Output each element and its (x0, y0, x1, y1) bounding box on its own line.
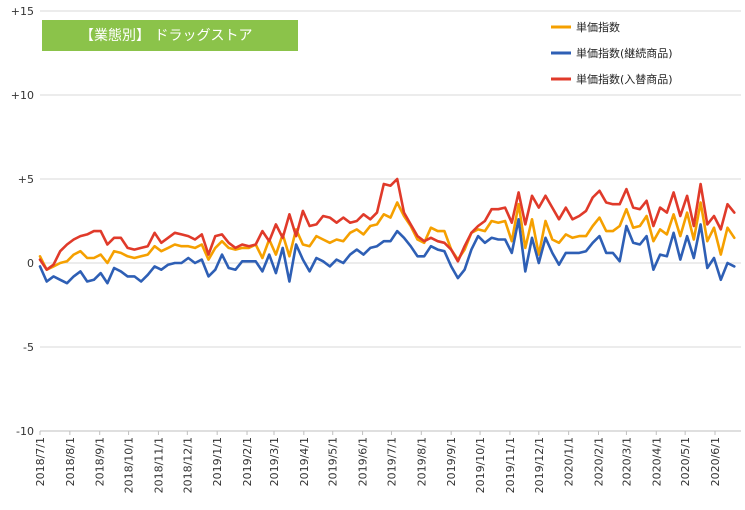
x-tick-label: 2019/9/1 (445, 437, 458, 486)
chart-title: 【業態別】 ドラッグストア (42, 20, 298, 51)
y-tick-label: +15 (11, 5, 34, 18)
x-tick-label: 2019/8/1 (415, 437, 428, 486)
x-tick-label: 2020/5/1 (679, 437, 692, 486)
legend-item-series-0: 単価指数 (551, 20, 620, 34)
x-axis-ticks: 2018/7/1 2018/8/1 2018/9/1 2018/10/1 2018/11… (34, 431, 722, 493)
x-tick-label: 2019/11/1 (504, 437, 517, 493)
y-tick-label: 0 (27, 257, 34, 270)
x-tick-label: 2018/12/1 (181, 437, 194, 493)
x-tick-label: 2018/11/1 (152, 437, 165, 493)
legend: 単価指数 単価指数(継続商品) 単価指数(入替商品) (551, 20, 673, 86)
x-tick-label: 2020/6/1 (709, 437, 722, 486)
y-axis-ticks: +15 +10 +5 0 -5 -10 (11, 5, 34, 438)
x-tick-label: 2019/3/1 (268, 437, 281, 486)
x-tick-label: 2018/7/1 (34, 437, 47, 486)
y-tick-label: +5 (18, 173, 34, 186)
series-line-2 (38, 177, 736, 272)
x-tick-label: 2019/4/1 (298, 437, 311, 486)
x-tick-label: 2019/10/1 (474, 437, 487, 493)
y-tick-label: +10 (11, 89, 34, 102)
series-line-0 (38, 201, 736, 272)
gridlines (40, 10, 741, 432)
x-tick-label: 2018/10/1 (123, 437, 136, 493)
legend-item-series-2: 単価指数(入替商品) (551, 72, 673, 86)
chart-title-box (42, 20, 298, 51)
x-tick-label: 2020/4/1 (650, 437, 663, 486)
x-tick-label: 2019/7/1 (385, 437, 398, 486)
x-tick-label: 2019/2/1 (241, 437, 254, 486)
legend-item-series-1: 単価指数(継続商品) (551, 46, 673, 60)
y-tick-label: -5 (23, 341, 34, 354)
x-tick-label: 2018/8/1 (64, 437, 77, 486)
x-tick-label: 2020/2/1 (592, 437, 605, 486)
chart-title-text: 【業態別】 ドラッグストア (80, 28, 252, 44)
y-tick-label: -10 (16, 425, 34, 438)
legend-label-series-0: 単価指数 (576, 20, 620, 34)
x-tick-label: 2020/1/1 (563, 437, 576, 486)
x-tick-label: 2020/3/1 (620, 437, 633, 486)
x-tick-label: 2019/5/1 (327, 437, 340, 486)
x-tick-label: 2019/6/1 (357, 437, 370, 486)
x-tick-label: 2018/9/1 (94, 437, 107, 486)
series-lines (38, 177, 736, 285)
x-tick-label: 2019/12/1 (533, 437, 546, 493)
legend-label-series-1: 単価指数(継続商品) (576, 46, 673, 60)
legend-label-series-2: 単価指数(入替商品) (576, 72, 673, 86)
series-line-1 (38, 218, 736, 285)
x-tick-label: 2019/1/1 (211, 437, 224, 486)
